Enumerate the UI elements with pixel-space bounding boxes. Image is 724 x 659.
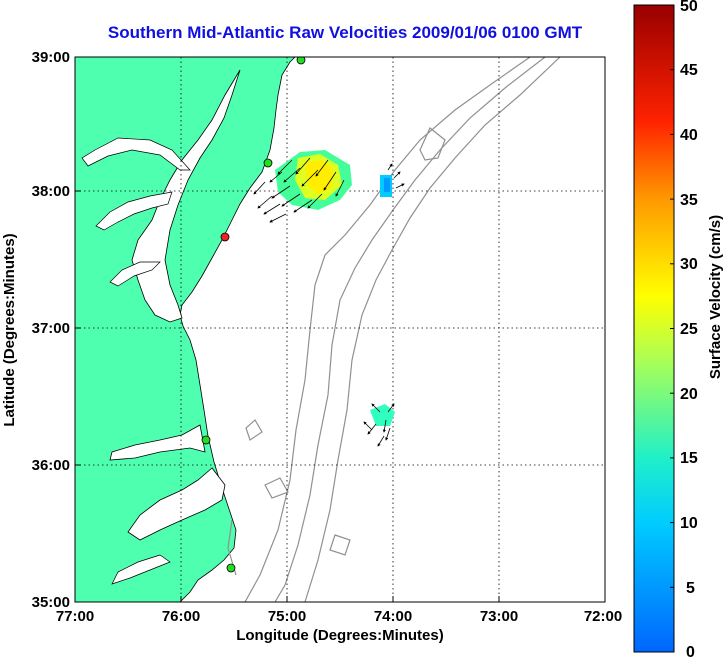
- colorbar-tick-label: 50: [680, 0, 698, 15]
- potomac-river: [95, 191, 173, 231]
- shelf-edge-velocity-cluster: [380, 163, 405, 197]
- colorbar-tick-label: 40: [680, 127, 698, 144]
- x-tick-label: 76:00: [162, 608, 200, 625]
- station-virginia-shore[interactable]: [220, 232, 230, 242]
- neuse-river: [111, 554, 171, 585]
- upper-tributary: [81, 137, 191, 171]
- colorbar-tick-label: 35: [680, 192, 698, 209]
- colorbar: 50 45 40 35 30 25 20 15 10 5 0 Surface V…: [633, 0, 724, 659]
- colorbar-tick-label: 0: [686, 644, 695, 659]
- colorbar-tick-label: 45: [680, 62, 698, 79]
- map-title: Southern Mid-Atlantic Raw Velocities 200…: [108, 23, 583, 42]
- y-axis-ticks: 39:00 38:00 37:00 36:00 35:00: [32, 49, 70, 611]
- plot-area: [75, 56, 605, 602]
- x-tick-label: 77:00: [56, 608, 94, 625]
- y-tick-label: 39:00: [32, 49, 70, 66]
- y-tick-label: 36:00: [32, 457, 70, 474]
- colorbar-tick-label: 25: [680, 321, 698, 338]
- x-tick-label: 74:00: [374, 608, 412, 625]
- grid-lines: [75, 57, 605, 602]
- offshore-velocity-cluster: [363, 403, 395, 447]
- albemarle-sound: [109, 424, 206, 461]
- x-axis-ticks: 77:00 76:00 75:00 74:00 73:00 72:00: [56, 608, 622, 625]
- y-tick-label: 38:00: [32, 183, 70, 200]
- x-tick-label: 75:00: [268, 608, 306, 625]
- axis-ticks: [75, 190, 500, 602]
- colorbar-tick-label: 10: [680, 515, 698, 532]
- y-tick-label: 35:00: [32, 594, 70, 611]
- x-tick-label: 73:00: [480, 608, 518, 625]
- land-mass: [75, 57, 296, 602]
- colorbar-tick-label: 5: [686, 580, 695, 597]
- x-tick-label: 72:00: [584, 608, 622, 625]
- colorbar-tick-label: 15: [680, 450, 698, 467]
- x-axis-label: Longitude (Degrees:Minutes): [236, 627, 444, 644]
- colorbar-tick-label: 30: [680, 256, 698, 273]
- y-tick-label: 37:00: [32, 320, 70, 337]
- delmarva-velocity-cluster: [253, 150, 352, 223]
- station-delmarva[interactable]: [263, 158, 273, 168]
- y-axis-label: Latitude (Degrees:Minutes): [1, 233, 18, 426]
- pamlico-sound: [127, 467, 226, 541]
- radar-stations: [201, 56, 306, 573]
- plot-frame: [74, 56, 606, 603]
- colorbar-label: Surface Velocity (cm/s): [707, 215, 724, 379]
- colorbar-gradient: [633, 4, 675, 653]
- colorbar-tick-label: 20: [680, 386, 698, 403]
- station-outer-banks[interactable]: [201, 435, 211, 445]
- york-river: [109, 261, 161, 287]
- station-hatteras[interactable]: [226, 563, 236, 573]
- station-north[interactable]: [296, 56, 306, 65]
